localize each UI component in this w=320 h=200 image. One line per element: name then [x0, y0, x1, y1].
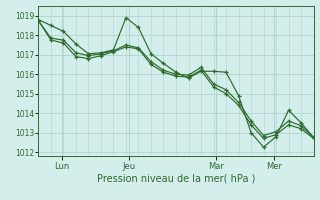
X-axis label: Pression niveau de la mer( hPa ): Pression niveau de la mer( hPa ): [97, 173, 255, 183]
